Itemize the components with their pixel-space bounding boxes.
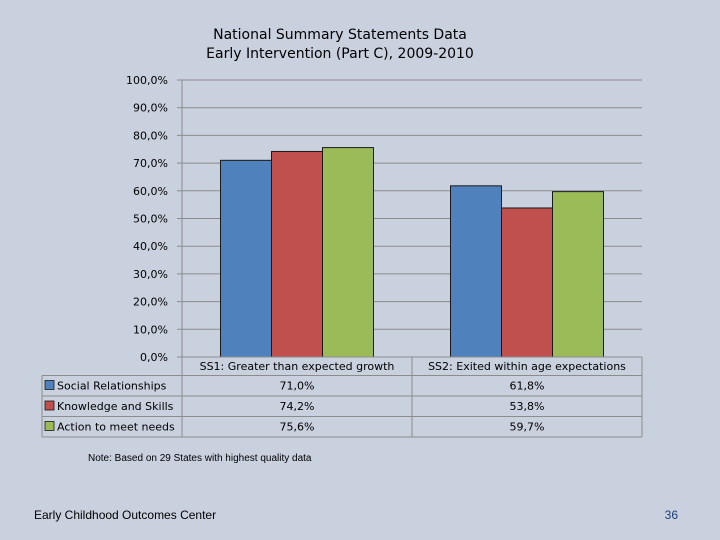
bar [322, 147, 374, 358]
legend-entry: Action to meet needs [57, 421, 175, 434]
chart-title-block: National Summary Statements Data Early I… [170, 26, 510, 64]
legend-swatch [44, 380, 55, 390]
bar [501, 207, 553, 358]
chart-title: National Summary Statements Data [213, 27, 467, 43]
data-label: 61,8% [510, 380, 545, 393]
x-category-label: SS1: Greater than expected growth [200, 360, 395, 373]
y-tick-label: 80,0% [133, 129, 168, 142]
bar [220, 159, 272, 358]
y-tick-label: 50,0% [133, 213, 168, 226]
data-label: 74,2% [280, 400, 315, 413]
bar [450, 185, 502, 358]
page-number: 36 [664, 508, 678, 522]
data-label: 53,8% [510, 400, 545, 413]
data-label: 75,6% [280, 421, 315, 434]
y-tick-label: 60,0% [133, 185, 168, 198]
data-label: 59,7% [510, 421, 545, 434]
y-tick-label: 20,0% [133, 296, 168, 309]
data-table: SS1: Greater than expected growth SS2: Ex… [41, 356, 643, 438]
x-category-label: SS2: Exited within age expectations [428, 360, 626, 373]
y-tick-label: 90,0% [133, 102, 168, 115]
y-tick-label: 0,0% [140, 351, 168, 364]
legend-swatch [44, 400, 55, 411]
legend-entry: Social Relationships [57, 380, 167, 393]
y-tick-label: 10,0% [133, 323, 168, 336]
bars [220, 147, 604, 358]
footer-org: Early Childhood Outcomes Center [34, 508, 217, 522]
y-tick-labels: 0,0% 10,0% 20,0% 30,0% 40,0% 50,0% 60,0% 70,0% 8… [126, 74, 168, 364]
y-tick-label: 40,0% [133, 240, 168, 253]
legend-entry: Knowledge and Skills [57, 400, 174, 413]
chart-subtitle: Early Intervention (Part C), 2009-2010 [206, 46, 474, 62]
legend-swatch [44, 421, 55, 431]
data-label: 71,0% [280, 380, 315, 393]
y-tick-label: 70,0% [133, 157, 168, 170]
footnote: Note: Based on 29 States with highest qu… [88, 453, 312, 464]
bar [552, 191, 604, 358]
bar [271, 150, 323, 358]
y-tick-label: 30,0% [133, 268, 168, 281]
y-tick-label: 100,0% [126, 74, 168, 87]
